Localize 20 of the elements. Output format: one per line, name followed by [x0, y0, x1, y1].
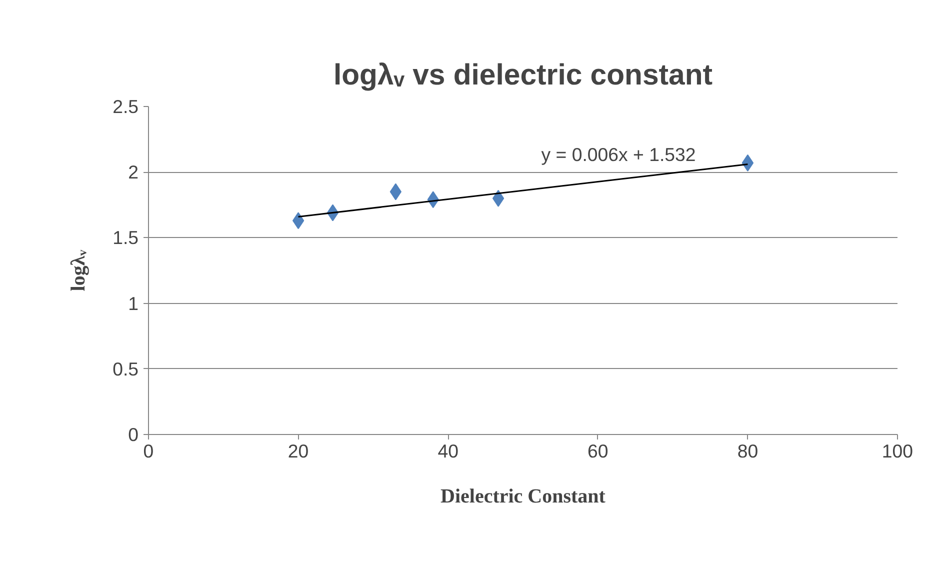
y-tick-label: 2.5: [112, 96, 139, 117]
x-tick-label: 20: [288, 440, 309, 462]
x-tick-label: 60: [588, 440, 608, 462]
y-tick-label: 0.5: [112, 358, 139, 380]
y-tick-label: 1: [128, 292, 139, 314]
y-axis-title: logλᵥ: [68, 250, 90, 292]
x-tick-label: 0: [143, 440, 154, 462]
x-tick-label: 40: [438, 440, 458, 462]
point: [742, 154, 754, 172]
x-tick-label: 100: [882, 440, 914, 462]
x-axis-title: Dielectric Constant: [440, 486, 606, 508]
y-tick-label: 0: [128, 424, 139, 445]
y-tick-label: 2: [128, 162, 139, 183]
chart-title: logλᵥ vs dielectric constant: [333, 58, 713, 92]
y-tick-label: 1.5: [112, 227, 139, 248]
point: [390, 183, 402, 200]
x-tick-label: 80: [737, 440, 758, 462]
point: [292, 212, 304, 230]
annotation: y = 0.006x + 1.532: [541, 144, 696, 165]
point: [492, 190, 504, 207]
